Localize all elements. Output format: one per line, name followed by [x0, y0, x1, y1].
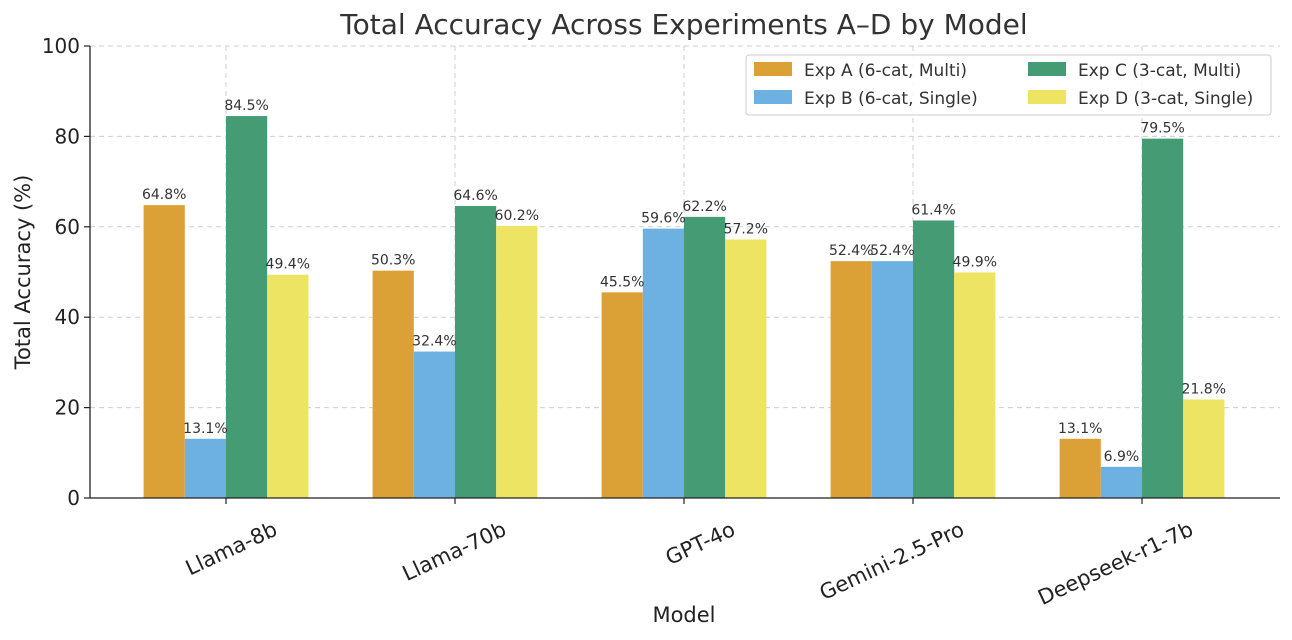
bar — [871, 261, 913, 498]
data-labels: 64.8% 13.1% 84.5% 49.4% 50.3% 32.4% 64.6% 60.2%… — [142, 98, 1226, 465]
y-axis-label: Total Accuracy (%) — [11, 175, 35, 371]
bar — [1059, 438, 1101, 498]
x-tick-label: Gemini-2.5-Pro — [816, 517, 968, 605]
chart-title: Total Accuracy Across Experiments A–D by… — [339, 8, 1027, 41]
legend-swatch — [754, 90, 792, 104]
bar-value-label: 52.4% — [870, 243, 914, 259]
x-tick-label: Deepseek-r1-7b — [1034, 517, 1197, 610]
y-tick-label: 40 — [55, 305, 80, 329]
x-tick-label: Llama-70b — [399, 517, 510, 586]
bar — [226, 116, 268, 498]
x-tick-label: GPT-4o — [662, 517, 739, 570]
bar-value-label: 21.8% — [1182, 381, 1226, 397]
bar — [830, 261, 872, 498]
bar — [267, 274, 309, 498]
bar — [143, 205, 185, 498]
bar — [372, 270, 414, 498]
legend-entry-label: Exp A (6-cat, Multi) — [804, 61, 967, 81]
bar — [1183, 399, 1225, 498]
y-tick-label: 100 — [42, 34, 80, 58]
bar — [725, 239, 767, 498]
legend-frame — [745, 54, 1272, 116]
legend-entry-label: Exp D (3-cat, Single) — [1078, 89, 1253, 109]
bar-value-label: 84.5% — [224, 98, 268, 114]
bar — [455, 206, 497, 498]
bar-value-label: 64.6% — [453, 188, 497, 204]
bars — [143, 116, 1225, 499]
bar — [954, 272, 996, 498]
bar — [184, 438, 226, 498]
bar-value-label: 6.9% — [1104, 449, 1140, 465]
bar-value-label: 49.9% — [953, 254, 997, 270]
bar-value-label: 60.2% — [495, 208, 539, 224]
x-tick-label: Llama-8b — [182, 517, 281, 580]
bar — [413, 351, 455, 498]
bar-value-label: 57.2% — [724, 221, 768, 237]
bar-value-label: 62.2% — [682, 199, 726, 215]
legend-entry-label: Exp C (3-cat, Multi) — [1078, 61, 1241, 81]
bar-value-label: 32.4% — [412, 334, 456, 350]
y-tick-label: 20 — [55, 396, 80, 420]
bar-value-label: 64.8% — [142, 187, 186, 203]
y-tick-label: 60 — [55, 215, 80, 239]
bar — [1100, 466, 1142, 498]
bar — [684, 216, 726, 498]
bar — [913, 220, 955, 499]
bar-value-label: 13.1% — [183, 421, 227, 437]
bar-value-label: 45.5% — [600, 274, 644, 290]
bar — [642, 228, 684, 498]
axes — [89, 46, 1280, 499]
bar-value-label: 52.4% — [829, 243, 873, 259]
legend-entry-label: Exp B (6-cat, Single) — [804, 89, 978, 109]
x-ticks: Llama-8b Llama-70b GPT-4o Gemini-2.5-Pro Dee… — [182, 498, 1197, 610]
bar — [601, 292, 643, 498]
bar-value-label: 79.5% — [1140, 121, 1184, 137]
x-axis-label: Model — [652, 603, 715, 627]
legend-swatch — [1028, 90, 1066, 104]
bar-value-label: 49.4% — [266, 257, 310, 273]
legend-swatch — [754, 62, 792, 76]
legend: Exp A (6-cat, Multi) Exp C (3-cat, Multi)… — [745, 54, 1272, 116]
bar — [496, 225, 538, 498]
legend-swatch — [1028, 62, 1066, 76]
bar — [1142, 138, 1184, 498]
bar-value-label: 59.6% — [641, 211, 685, 227]
y-tick-label: 80 — [55, 124, 80, 148]
y-tick-label: 0 — [67, 486, 80, 510]
bar-value-label: 61.4% — [911, 202, 955, 218]
bar-value-label: 13.1% — [1058, 421, 1102, 437]
bar-value-label: 50.3% — [371, 253, 415, 269]
y-ticks: 0 20 40 60 80 100 — [42, 34, 90, 510]
